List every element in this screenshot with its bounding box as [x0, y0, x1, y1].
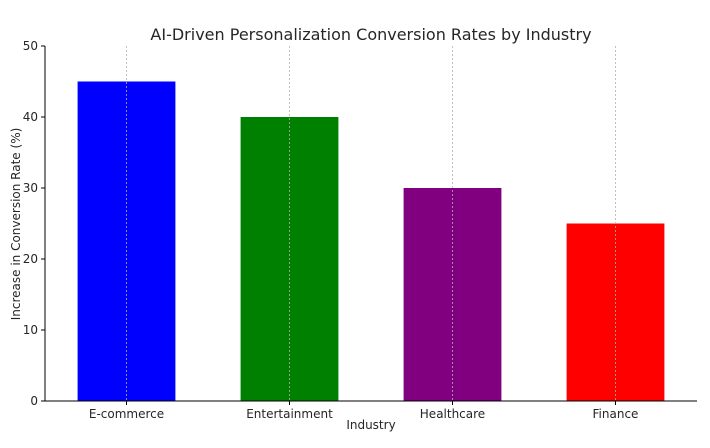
bar-e-commerce [77, 81, 176, 401]
y-tick-label: 0 [30, 394, 38, 408]
bar-layer [77, 81, 665, 401]
axis-layer: 0 10 20 30 40 50 E-commerce Entertainment Health… [23, 39, 697, 421]
x-tick-label: E-commerce [89, 407, 164, 421]
y-tick-label: 50 [23, 39, 38, 53]
y-tick-label: 30 [23, 181, 38, 195]
x-tick-label: Entertainment [246, 407, 333, 421]
x-axis-label: Industry [346, 418, 395, 432]
y-tick-label: 20 [23, 252, 38, 266]
x-tick-label: Healthcare [420, 407, 485, 421]
x-tick-label: Finance [593, 407, 639, 421]
chart-title: AI-Driven Personalization Conversion Rat… [150, 25, 591, 44]
grid-layer [126, 46, 616, 401]
y-axis-label: Increase in Conversion Rate (%) [9, 128, 23, 321]
y-tick-label: 40 [23, 110, 38, 124]
y-tick-label: 10 [23, 323, 38, 337]
